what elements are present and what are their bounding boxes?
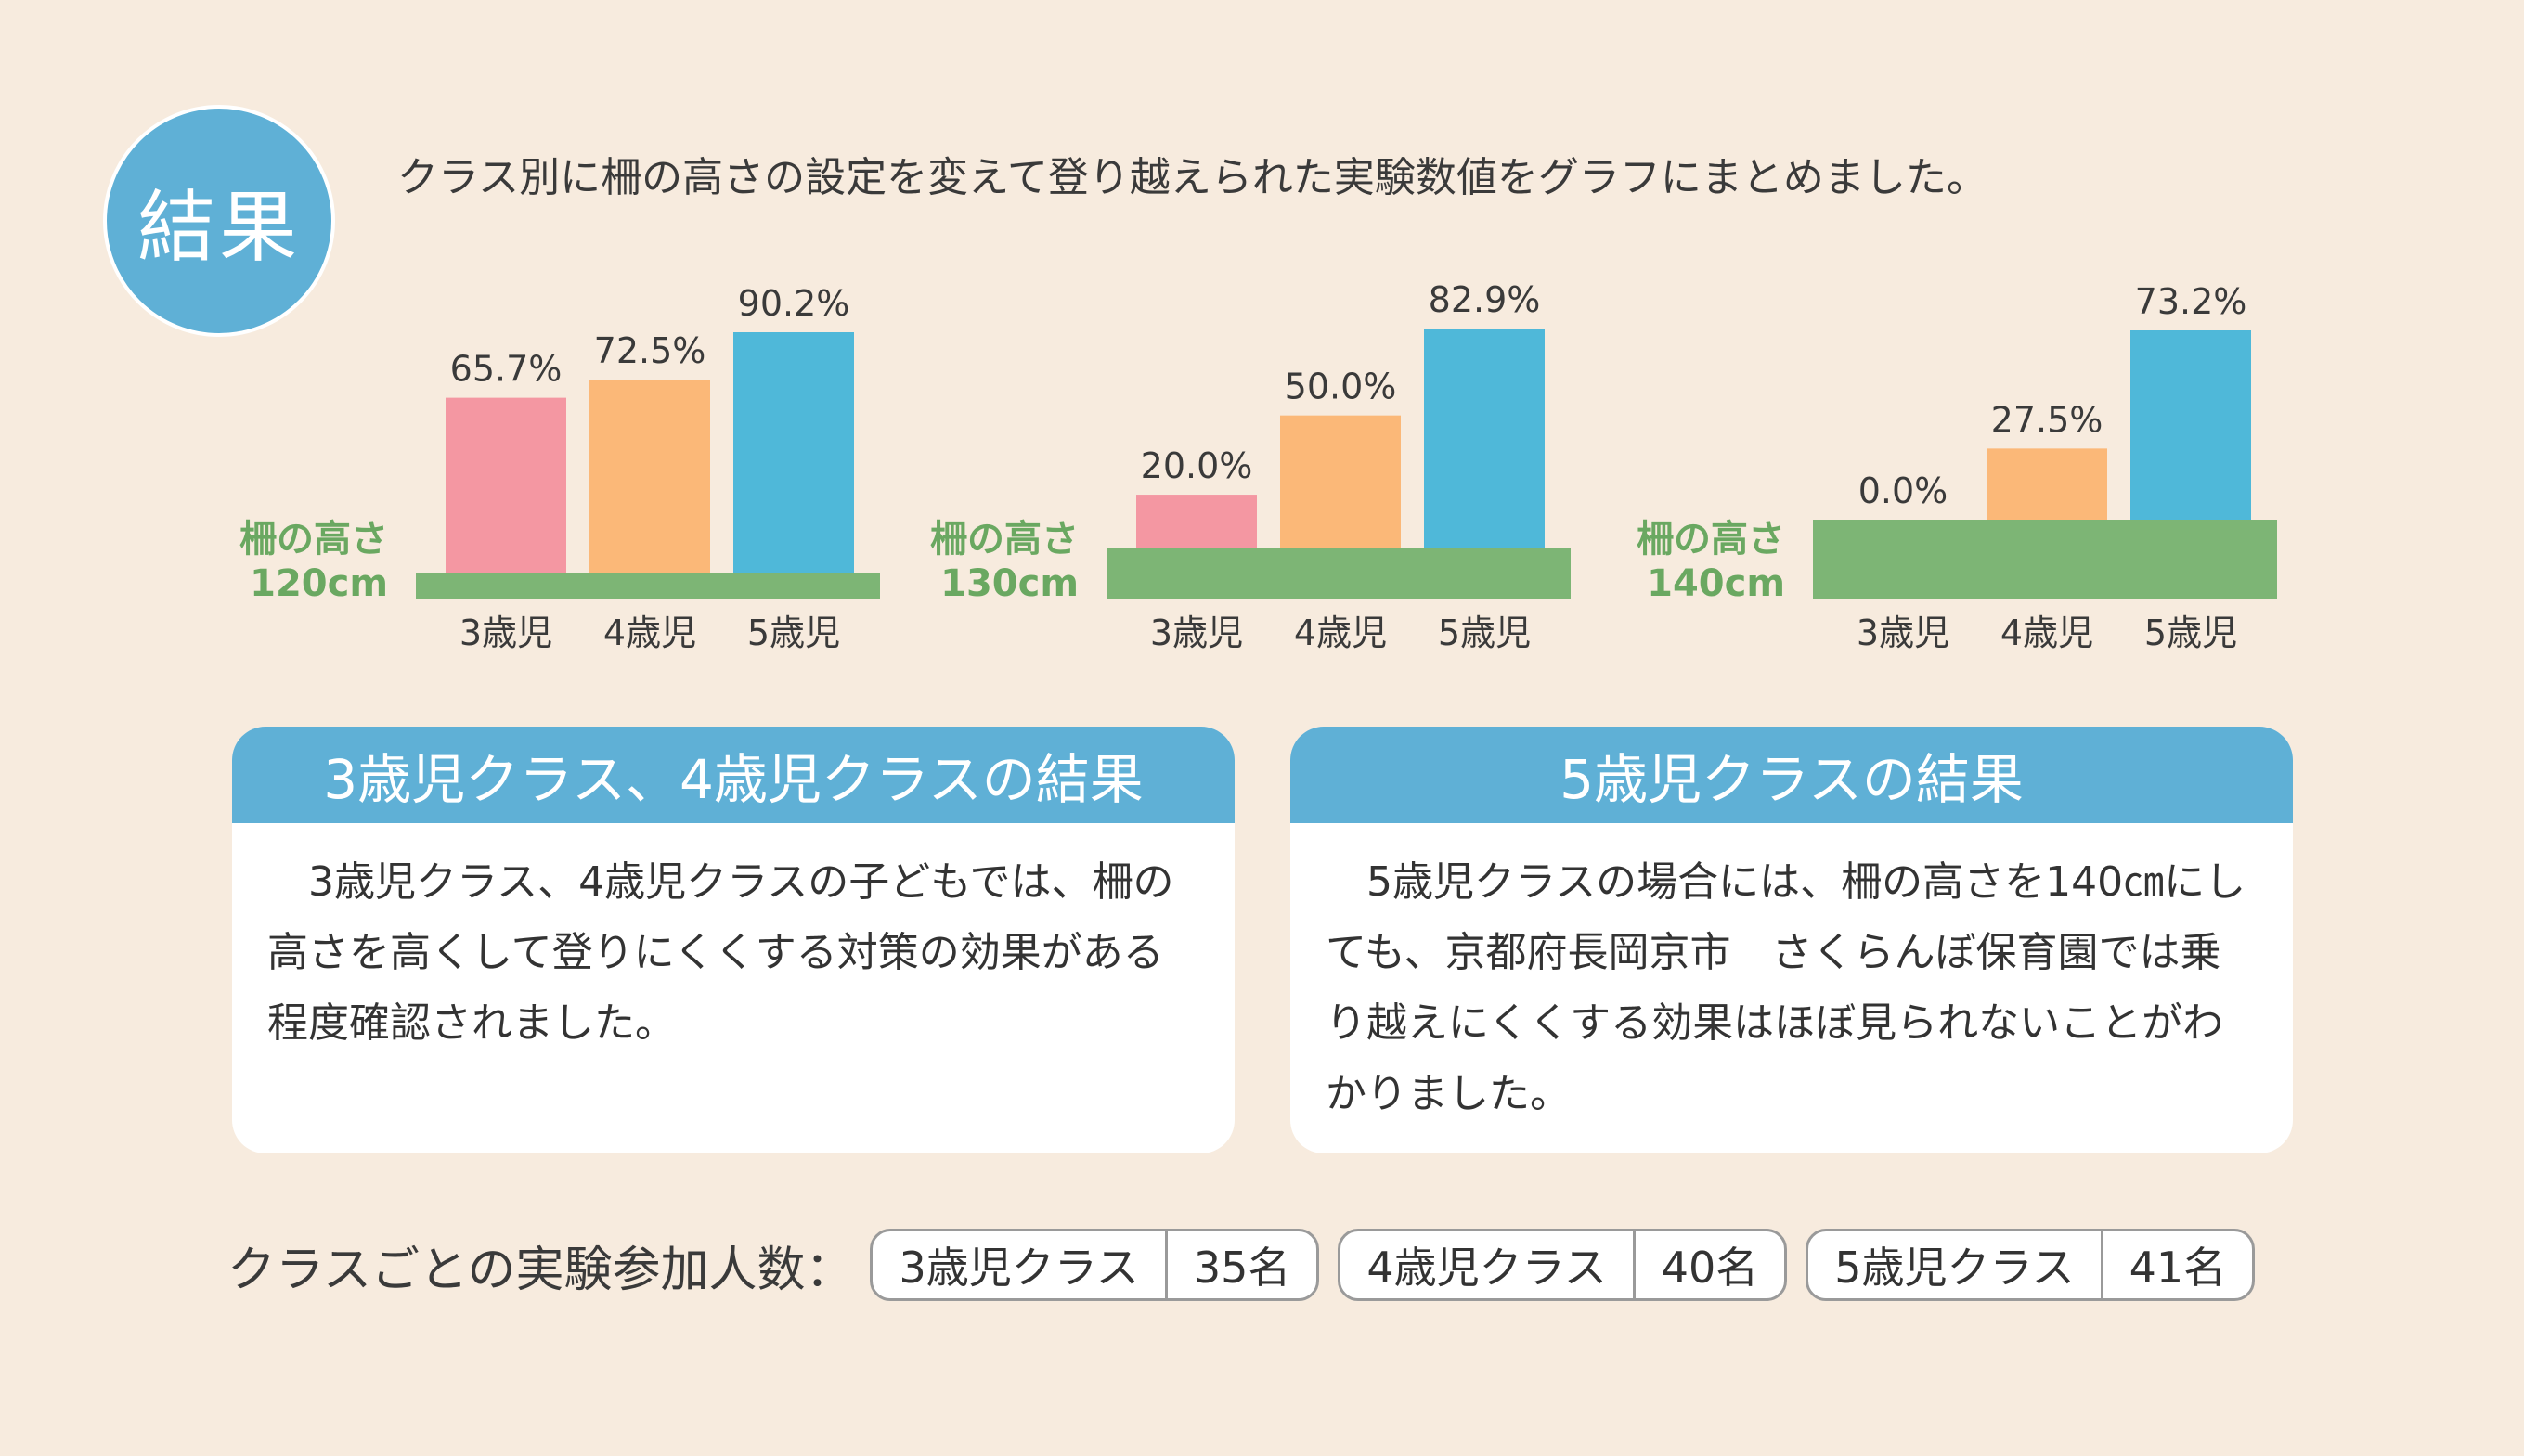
- chart-2-category-label: 4歳児: [1294, 612, 1387, 653]
- chart-2-value-label: 82.9%: [1429, 279, 1541, 320]
- chart-3-height-value: 140cm: [1647, 562, 1785, 605]
- chart-3-value-label: 73.2%: [2135, 281, 2247, 322]
- chart-2-value-label: 50.0%: [1285, 367, 1397, 407]
- count-pill-age4: 4歳児クラス 40名: [1338, 1229, 1788, 1301]
- chart-3-bar-4: [1987, 448, 2107, 520]
- count-number: 35名: [1193, 1243, 1291, 1293]
- counts-label: クラスごとの実験参加人数：: [227, 1242, 854, 1298]
- count-class: 4歳児クラス: [1340, 1231, 1636, 1298]
- chart-3-category-label: 5歳児: [2144, 612, 2237, 653]
- chart-3-height-label: 柵の高さ: [1637, 518, 1785, 560]
- chart-3-fence: [1813, 520, 2277, 599]
- chart-1-height-label: 柵の高さ: [239, 518, 388, 560]
- chart-2-category-label: 5歳児: [1438, 612, 1531, 653]
- chart-2-category-label: 3歳児: [1150, 612, 1243, 653]
- chart-1-category-label: 3歳児: [459, 612, 552, 653]
- chart-3-value-label: 0.0%: [1858, 470, 1948, 511]
- result-panel-age5: 5歳児クラスの結果 5歳児クラスの場合には、柵の高さを140㎝にしても、京都府長…: [1290, 727, 2293, 1153]
- chart-2-height-label: 柵の高さ: [930, 518, 1079, 560]
- chart-1-bar-4: [589, 380, 710, 573]
- chart-1-category-label: 5歳児: [747, 612, 840, 653]
- chart-1-height-value: 120cm: [250, 562, 388, 605]
- intro-text: クラス別に柵の高さの設定を変えて登り越えられた実験数値をグラフにまとめました。: [397, 154, 1987, 201]
- chart-2-height-value: 130cm: [940, 562, 1079, 605]
- chart-3-category-label: 3歳児: [1857, 612, 1949, 653]
- count-class: 5歳児クラス: [1808, 1231, 2103, 1298]
- panel-body: 3歳児クラス、4歳児クラスの子どもでは、柵の高さを高くして登りにくくする対策の効…: [267, 858, 1174, 1047]
- result-badge: 結果: [103, 105, 335, 337]
- chart-3-value-label: 27.5%: [1991, 399, 2103, 440]
- panel-title: 3歳児クラス、4歳児クラスの結果: [232, 727, 1235, 823]
- chart-1-fence: [416, 573, 880, 599]
- panel-title: 5歳児クラスの結果: [1290, 727, 2293, 823]
- chart-2-fence: [1107, 548, 1571, 599]
- chart-2-bar-5: [1424, 329, 1545, 548]
- chart-1-value-label: 72.5%: [594, 330, 706, 371]
- chart-1-value-label: 90.2%: [738, 283, 850, 324]
- bar-charts: 柵の高さ120cm65.7%3歳児72.5%4歳児90.2%5歳児柵の高さ130…: [239, 279, 2277, 653]
- count-class: 3歳児クラス: [873, 1231, 1168, 1298]
- result-panel-age3-4: 3歳児クラス、4歳児クラスの結果 3歳児クラス、4歳児クラスの子どもでは、柵の高…: [232, 727, 1235, 1153]
- chart-2-bar-3: [1136, 495, 1257, 548]
- participant-counts: クラスごとの実験参加人数： 3歳児クラス 35名 4歳児クラス 40名 5歳児ク…: [227, 1227, 2273, 1303]
- chart-2-value-label: 20.0%: [1141, 445, 1253, 486]
- chart-1-bar-3: [446, 397, 566, 573]
- chart-1-value-label: 65.7%: [450, 349, 563, 390]
- count-pill-age3: 3歳児クラス 35名: [870, 1229, 1320, 1301]
- chart-3-category-label: 4歳児: [2000, 612, 2093, 653]
- count-number: 41名: [2129, 1243, 2227, 1293]
- count-pill-age5: 5歳児クラス 41名: [1806, 1229, 2256, 1301]
- count-number: 40名: [1661, 1243, 1759, 1293]
- chart-1-bar-5: [733, 332, 854, 573]
- chart-1-category-label: 4歳児: [603, 612, 696, 653]
- chart-2-bar-4: [1280, 415, 1401, 548]
- chart-3-bar-5: [2130, 330, 2251, 520]
- panel-body: 5歳児クラスの場合には、柵の高さを140㎝にしても、京都府長岡京市 さくらんぼ保…: [1326, 858, 2246, 1117]
